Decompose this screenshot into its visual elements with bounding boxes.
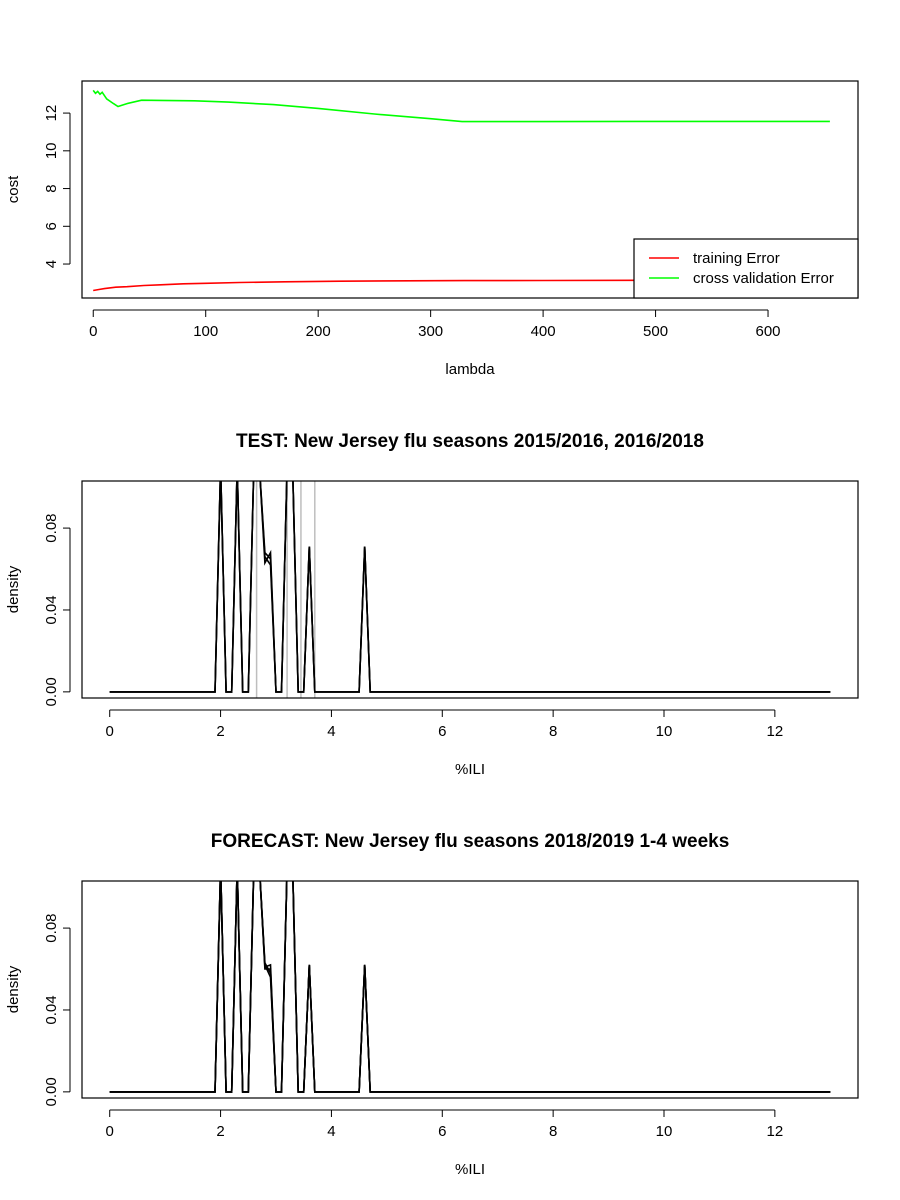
x-tick-label: 8 (549, 1123, 557, 1140)
x-tick-label: 0 (106, 723, 114, 740)
x-tick-label: 0 (106, 1123, 114, 1140)
y-tick-label: 8 (43, 184, 60, 192)
x-tick-label: 10 (656, 723, 673, 740)
legend-label: training Error (693, 250, 780, 267)
x-tick-label: 2 (216, 723, 224, 740)
x-tick-label: 600 (756, 323, 781, 340)
x-axis-label: %ILI (455, 1161, 485, 1178)
x-tick-label: 100 (193, 323, 218, 340)
plot-frame (81, 880, 859, 1099)
x-tick-label: 400 (531, 323, 556, 340)
x-tick-label: 12 (767, 1123, 784, 1140)
x-tick-label: 4 (327, 1123, 335, 1140)
y-tick-label: 0.00 (43, 1077, 60, 1106)
x-tick-label: 6 (438, 1123, 446, 1140)
x-tick-label: 2 (216, 1123, 224, 1140)
y-axis-label: density (5, 565, 22, 613)
series-line-3 (109, 481, 831, 693)
y-axis-label: cost (5, 175, 22, 203)
y-tick-label: 12 (43, 105, 60, 122)
chart-panel-2: TEST: New Jersey flu seasons 2015/2016, … (5, 431, 859, 778)
y-tick-label: 0.00 (43, 677, 60, 706)
chart-title: FORECAST: New Jersey flu seasons 2018/20… (211, 831, 730, 852)
y-tick-label: 0.08 (43, 913, 60, 942)
chart-panel-3: FORECAST: New Jersey flu seasons 2018/20… (5, 831, 859, 1178)
x-tick-label: 300 (418, 323, 443, 340)
series-line-2 (92, 89, 830, 123)
legend-box (633, 238, 859, 299)
x-tick-label: 500 (643, 323, 668, 340)
x-tick-label: 12 (767, 723, 784, 740)
plot-frame (81, 80, 859, 299)
series-line-4 (109, 881, 831, 1093)
y-tick-label: 0.04 (43, 595, 60, 624)
x-axis-label: lambda (445, 361, 495, 378)
x-tick-label: 8 (549, 723, 557, 740)
x-tick-label: 6 (438, 723, 446, 740)
legend-label: cross validation Error (693, 270, 834, 287)
y-tick-label: 0.08 (43, 513, 60, 542)
x-axis-label: %ILI (455, 761, 485, 778)
series-line-1 (93, 279, 830, 292)
x-tick-label: 4 (327, 723, 335, 740)
y-tick-label: 6 (43, 222, 60, 230)
y-tick-label: 4 (43, 260, 60, 268)
x-tick-label: 200 (306, 323, 331, 340)
chart-panel-1: 0 100 200 300 400 500 600 4 6 8 10 12 lambda cost trai… (5, 80, 859, 378)
y-tick-label: 0.04 (43, 995, 60, 1024)
x-tick-label: 10 (656, 1123, 673, 1140)
plot-frame (81, 480, 859, 699)
chart-title: TEST: New Jersey flu seasons 2015/2016, … (236, 431, 704, 452)
y-tick-label: 10 (43, 142, 60, 159)
legend: training Error cross validation Error (633, 238, 859, 299)
x-tick-label: 0 (89, 323, 97, 340)
y-axis-label: density (5, 965, 22, 1013)
